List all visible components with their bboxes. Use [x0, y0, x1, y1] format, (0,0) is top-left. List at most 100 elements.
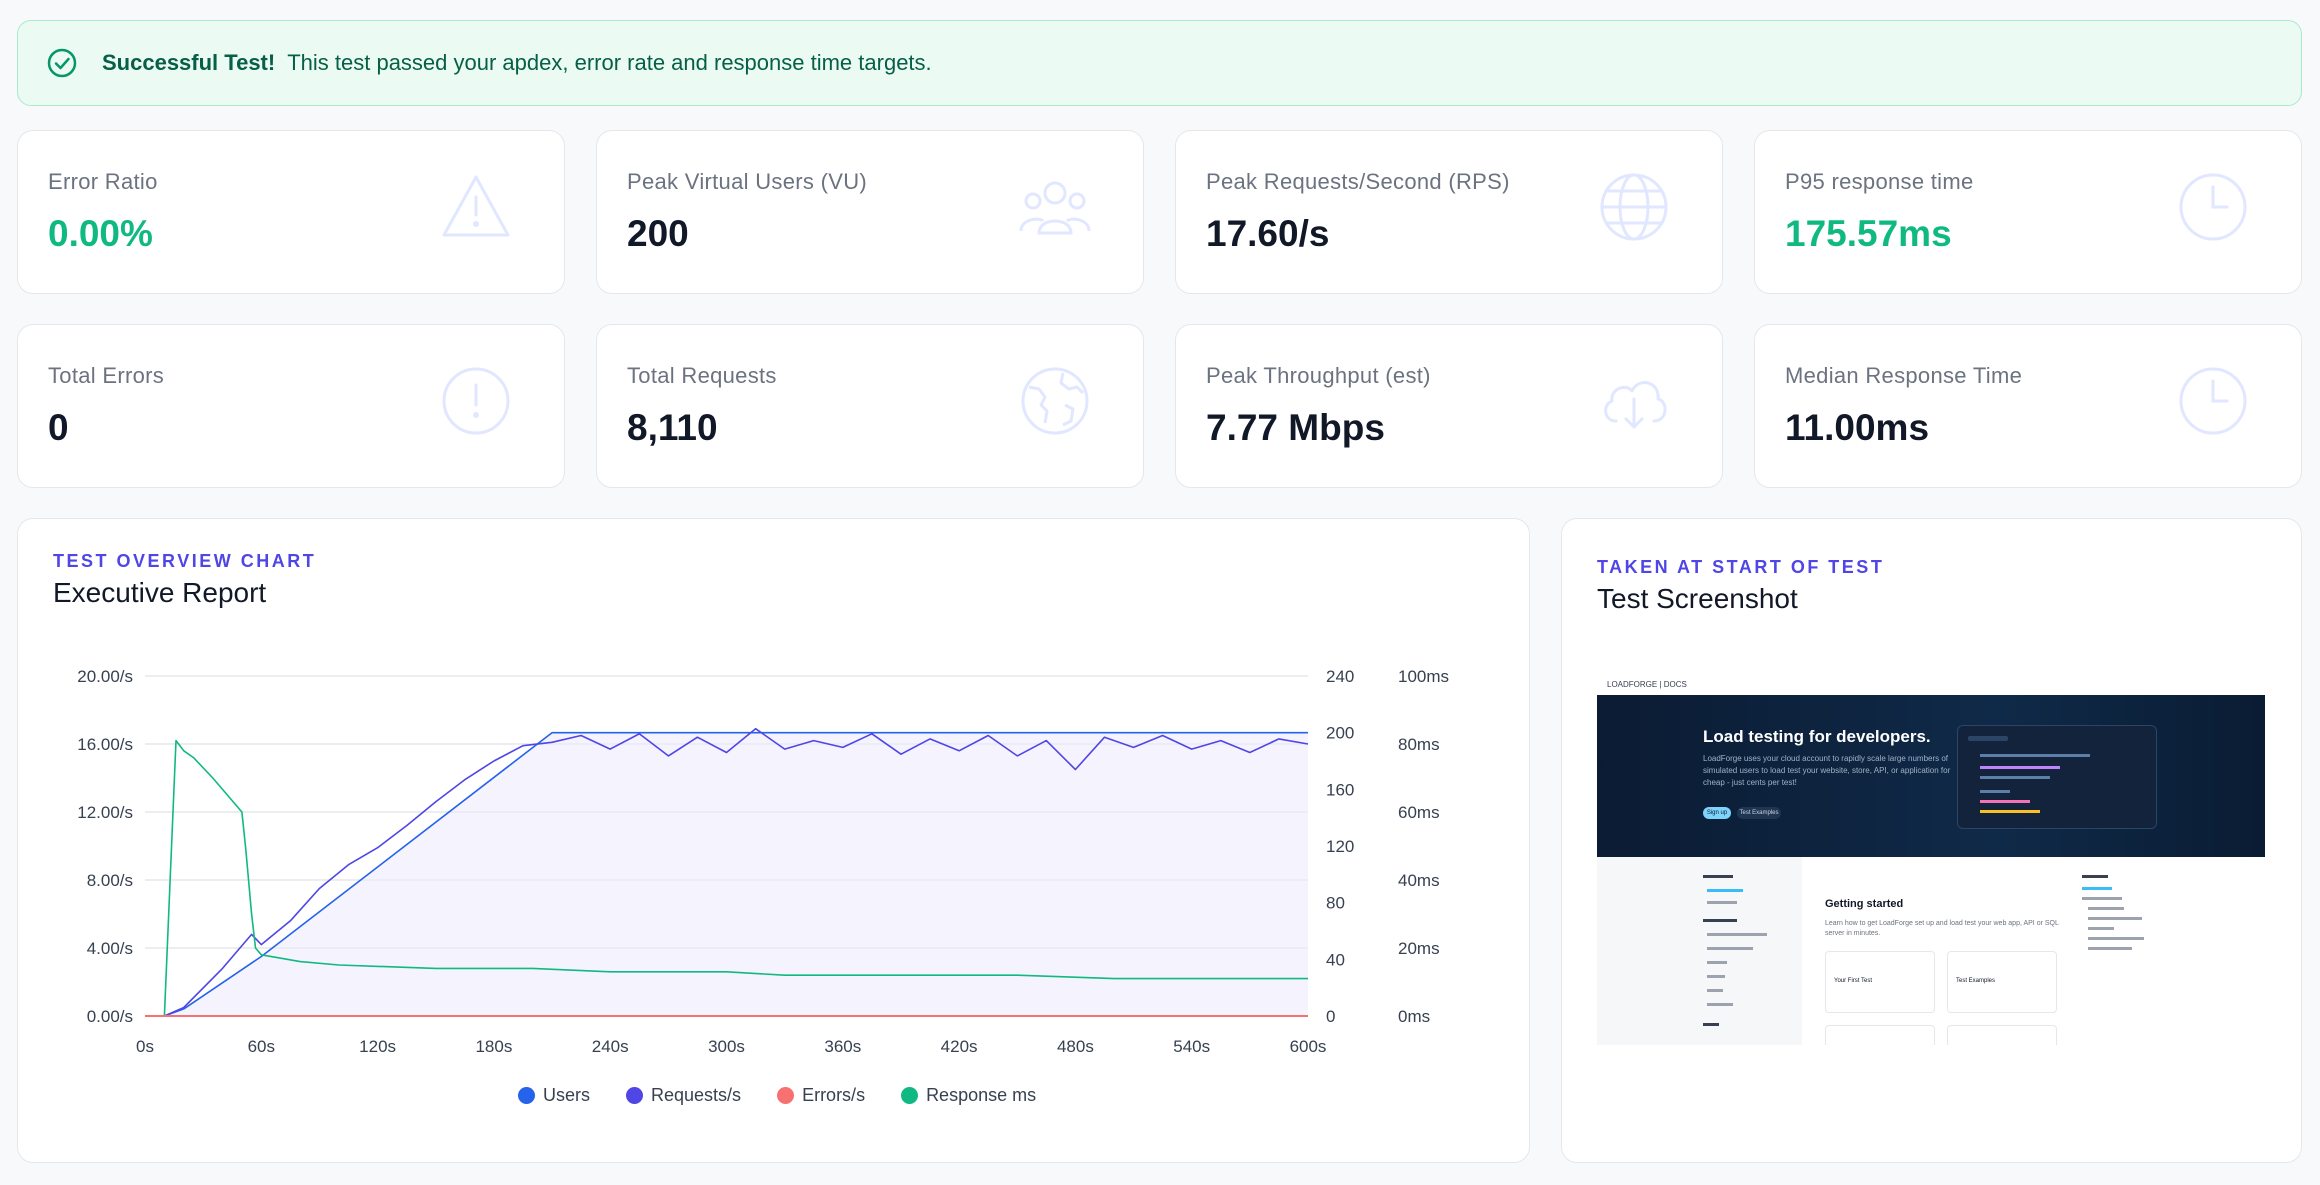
screenshot-box-first-test: Your First Test	[1825, 951, 1935, 1013]
x-tick-label: 480s	[1057, 1037, 1094, 1056]
clock-icon	[2179, 173, 2247, 241]
exclamation-circle-icon	[442, 367, 510, 435]
legend-errors[interactable]: Errors/s	[777, 1085, 865, 1106]
screenshot-signup-button: Sign up	[1703, 807, 1731, 819]
stat-card-peak-rps: Peak Requests/Second (RPS) 17.60/s	[1175, 130, 1723, 294]
stat-label: Total Errors	[48, 363, 165, 388]
x-tick-label: 0s	[136, 1037, 154, 1056]
screenshot-hero-title: Load testing for developers.	[1703, 727, 1931, 746]
screenshot-site-logo: LOADFORGE | DOCS	[1597, 675, 2265, 695]
stat-value: 200	[627, 213, 689, 254]
test-screenshot-image[interactable]: LOADFORGE | DOCS Load testing for develo…	[1597, 675, 2265, 1045]
chart-title: Executive Report	[53, 577, 267, 608]
y-tick-label-users: 80	[1326, 894, 1345, 913]
stat-card-peak-vu: Peak Virtual Users (VU) 200	[596, 130, 1144, 294]
screenshot-examples-button: Test Examples	[1737, 807, 1781, 819]
legend-label: Errors/s	[802, 1085, 866, 1105]
stat-value: 17.60/s	[1206, 213, 1330, 254]
code-lines-graphic	[1968, 736, 2090, 813]
overview-chart-card: TEST OVERVIEW CHART Executive Report 0.0…	[17, 518, 1530, 1163]
check-circle-icon	[47, 48, 77, 78]
y-tick-label-rps: 20.00/s	[77, 667, 133, 686]
stat-label: Peak Virtual Users (VU)	[627, 169, 868, 194]
x-tick-label: 540s	[1173, 1037, 1210, 1056]
screenshot-card: TAKEN AT START OF TEST Test Screenshot L…	[1561, 518, 2302, 1163]
y-tick-label-rps: 4.00/s	[87, 939, 133, 958]
legend-swatch	[777, 1087, 795, 1104]
x-tick-label: 120s	[359, 1037, 396, 1056]
alert-message: This test passed your apdex, error rate …	[287, 50, 932, 75]
screenshot-hero-text: LoadForge uses your cloud account to rap…	[1703, 754, 1951, 787]
stat-value: 8,110	[627, 407, 718, 448]
stat-label: Median Response Time	[1785, 363, 2023, 388]
x-tick-label: 360s	[824, 1037, 861, 1056]
y-tick-label-users: 160	[1326, 780, 1354, 799]
stat-label: Peak Requests/Second (RPS)	[1206, 169, 1510, 194]
legend-response[interactable]: Response ms	[901, 1085, 1036, 1106]
series-line-response-ms	[145, 739, 1308, 1017]
success-alert: Successful Test! This test passed your a…	[17, 20, 2302, 106]
y-tick-label-users: 200	[1326, 724, 1354, 743]
stat-value: 11.00ms	[1785, 407, 1930, 448]
y-tick-label-rps: 16.00/s	[77, 735, 133, 754]
overview-chart: 0.00/s 4.00/s 8.00/s 12.00/s 16.00/s 20.00/s 0…	[77, 667, 1449, 1056]
series-line-requests-s	[145, 727, 1309, 1017]
stat-label: P95 response time	[1785, 169, 1974, 194]
legend-swatch	[518, 1087, 535, 1104]
screenshot-hero: Load testing for developers. LoadForge u…	[1597, 695, 2265, 857]
y-tick-label-ms: 100ms	[1398, 667, 1449, 686]
x-tick-label: 60s	[248, 1037, 275, 1056]
y-tick-label-rps: 12.00/s	[77, 803, 133, 822]
clock-icon	[2179, 367, 2247, 435]
y-tick-label-users: 40	[1326, 950, 1345, 969]
screenshot-box	[1825, 1025, 1935, 1045]
x-tick-label: 180s	[475, 1037, 512, 1056]
users-icon	[1019, 181, 1091, 235]
x-tick-label: 600s	[1290, 1037, 1327, 1056]
chart-legend: Users Requests/s Errors/s Response ms	[518, 1085, 1036, 1106]
screenshot-box	[1947, 1025, 2057, 1045]
y-tick-label-ms: 0ms	[1398, 1007, 1430, 1026]
stat-card-error-ratio: Error Ratio 0.00%	[17, 130, 565, 294]
screenshot-doc-title: Getting started	[1825, 898, 1904, 910]
legend-swatch	[901, 1087, 919, 1104]
legend-label: Requests/s	[651, 1085, 742, 1105]
stat-card-total-errors: Total Errors 0	[17, 324, 565, 488]
legend-swatch	[626, 1087, 644, 1104]
screenshot-title: Test Screenshot	[1597, 583, 1798, 614]
x-tick-label: 420s	[941, 1037, 978, 1056]
screenshot-code-block	[1957, 725, 2157, 829]
stat-card-median-response: Median Response Time 11.00ms	[1754, 324, 2302, 488]
y-tick-label-rps: 8.00/s	[87, 871, 133, 890]
screenshot-toc-graphic	[2082, 875, 2144, 950]
stat-value: 0.00%	[48, 213, 153, 254]
series-area-users	[145, 732, 1308, 1016]
legend-label: Response ms	[926, 1085, 1037, 1105]
screenshot-doc-text: Learn how to get LoadForge set up and lo…	[1825, 920, 2059, 937]
stat-card-p95: P95 response time 175.57ms	[1754, 130, 2302, 294]
screenshot-sidebar	[1597, 857, 1802, 1045]
screenshot-box-label: Your First Test	[1834, 978, 1873, 984]
legend-users[interactable]: Users	[518, 1085, 590, 1106]
y-tick-label-users: 0	[1326, 1007, 1335, 1026]
stat-value: 7.77 Mbps	[1206, 407, 1385, 448]
stat-card-total-requests: Total Requests 8,110	[596, 324, 1144, 488]
screenshot-eyebrow: TAKEN AT START OF TEST	[1597, 557, 1885, 577]
legend-label: Users	[543, 1085, 591, 1105]
legend-requests[interactable]: Requests/s	[626, 1085, 741, 1106]
screenshot-box-examples: Test Examples	[1947, 951, 2057, 1013]
stat-card-peak-throughput: Peak Throughput (est) 7.77 Mbps	[1175, 324, 1723, 488]
sidebar-lines-graphic	[1703, 875, 1767, 1026]
x-tick-label: 240s	[592, 1037, 629, 1056]
cloud-download-icon	[1604, 381, 1667, 429]
y-tick-label-ms: 40ms	[1398, 871, 1440, 890]
stat-label: Error Ratio	[48, 169, 158, 194]
alert-title: Successful Test!	[102, 50, 276, 75]
earth-icon	[1021, 367, 1089, 435]
y-tick-label-users: 240	[1326, 667, 1354, 686]
stat-label: Total Requests	[627, 363, 777, 388]
stat-value: 175.57ms	[1785, 213, 1952, 254]
y-tick-label-ms: 80ms	[1398, 735, 1440, 754]
y-tick-label-ms: 60ms	[1398, 803, 1440, 822]
x-tick-label: 300s	[708, 1037, 745, 1056]
